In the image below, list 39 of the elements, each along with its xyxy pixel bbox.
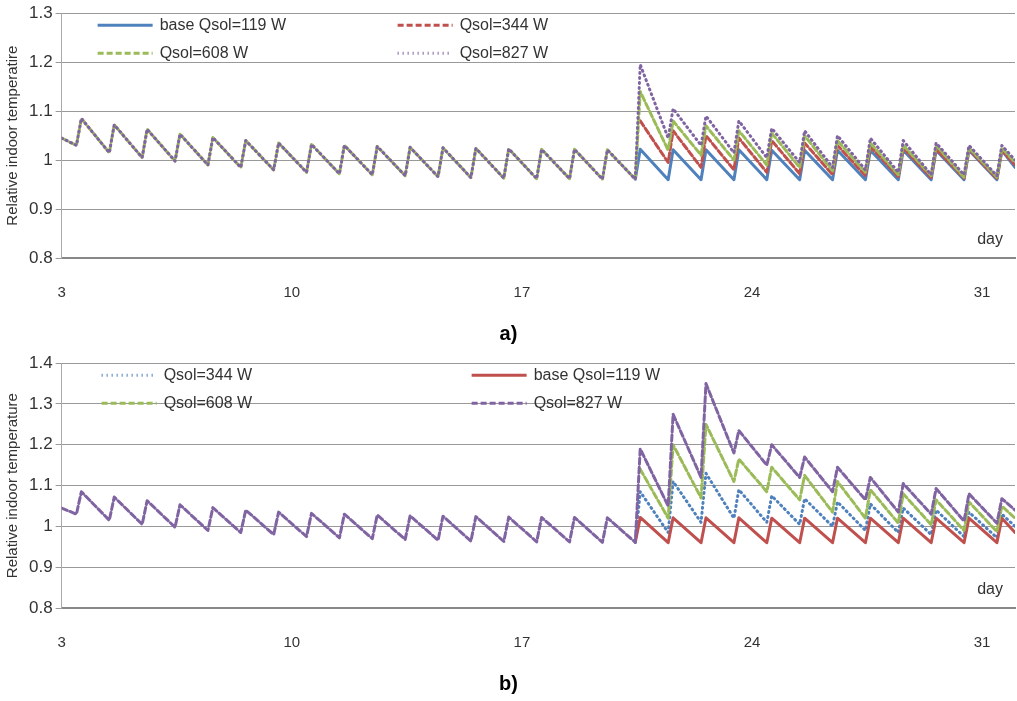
legend-label: Qsol=608 W xyxy=(159,43,250,61)
y-axis-title: Relative indoor temperatire xyxy=(3,45,21,226)
y-tick-label: 1.3 xyxy=(28,393,53,413)
x-axis-title: day xyxy=(977,230,1003,248)
x-tick-label: 10 xyxy=(283,283,301,301)
y-axis-title: Relative indoor temperature xyxy=(3,393,21,579)
line-series xyxy=(638,422,1015,534)
y-tick-label: 0.9 xyxy=(28,556,53,576)
legend-label: Qsol=827 W xyxy=(533,393,624,411)
x-tick-label: 17 xyxy=(513,283,531,301)
x-tick-label: 31 xyxy=(973,283,991,301)
x-tick-label: 10 xyxy=(283,633,301,651)
x-tick-label: 24 xyxy=(743,633,761,651)
legend-label: base Qsol=119 W xyxy=(159,15,287,33)
y-tick-label: 1.2 xyxy=(28,51,53,71)
x-tick-label: 17 xyxy=(513,633,531,651)
text: a) xyxy=(498,321,519,346)
y-tick-label: 1.4 xyxy=(28,352,53,372)
legend-label: Qsol=344 W xyxy=(163,365,254,383)
x-tick-label: 24 xyxy=(743,283,761,301)
x-tick-label: 3 xyxy=(57,633,66,651)
y-tick-label: 1.3 xyxy=(28,2,53,22)
y-tick-label: 0.8 xyxy=(28,247,53,267)
x-tick-label: 3 xyxy=(57,283,66,301)
legend-label: Qsol=827 W xyxy=(459,43,550,61)
legend-label: base Qsol=119 W xyxy=(533,365,661,383)
legend-label: Qsol=608 W xyxy=(163,393,254,411)
x-axis-title: day xyxy=(977,580,1003,598)
line-series xyxy=(638,119,1015,181)
y-tick-label: 1.2 xyxy=(28,434,53,454)
y-tick-label: 1.1 xyxy=(28,475,53,495)
y-tick-label: 1 xyxy=(43,149,53,169)
y-tick-label: 0.9 xyxy=(28,198,53,218)
y-tick-label: 1 xyxy=(43,516,53,536)
y-tick-label: 1.1 xyxy=(28,100,53,120)
legend-label: Qsol=344 W xyxy=(459,15,550,33)
x-tick-label: 31 xyxy=(973,633,991,651)
text: b) xyxy=(498,671,519,696)
y-tick-label: 0.8 xyxy=(28,597,53,617)
